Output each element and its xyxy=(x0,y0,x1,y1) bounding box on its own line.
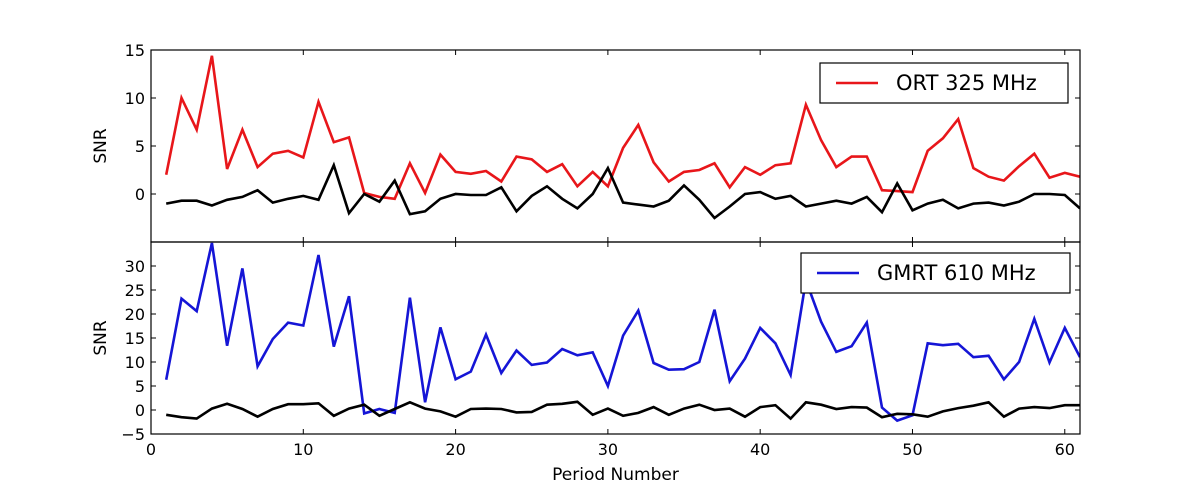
series-line-bottom xyxy=(164,242,1080,423)
legend-top: ORT 325 MHz xyxy=(819,62,1069,104)
x-axis-label: Period Number xyxy=(552,465,679,484)
x-tick-label: 10 xyxy=(293,440,313,459)
y-tick-label: 10 xyxy=(125,353,145,372)
x-tick-label: 40 xyxy=(750,440,770,459)
y-tick-label: 5 xyxy=(135,137,145,156)
y-axis-label: SNR xyxy=(91,128,111,164)
y-axis-label: SNR xyxy=(91,320,111,356)
y-tick-label: 10 xyxy=(125,89,145,108)
panel-top: 0 5 10 15 SNR ORT 325 MHz xyxy=(91,41,1081,243)
legend-bottom: GMRT 610 MHz xyxy=(800,252,1071,294)
x-tick-label: 60 xyxy=(1055,440,1075,459)
y-tick-label: 15 xyxy=(125,41,145,60)
noise-line-bottom xyxy=(165,400,1080,421)
x-tick-label: 20 xyxy=(445,440,465,459)
y-tick-label: 20 xyxy=(125,305,145,324)
x-tick-label: 50 xyxy=(902,440,922,459)
y-tick-label: 30 xyxy=(125,257,145,276)
legend-label: ORT 325 MHz xyxy=(896,71,1037,95)
y-tick-label: 0 xyxy=(135,401,145,420)
legend-label: GMRT 610 MHz xyxy=(877,261,1036,285)
x-tick-label: 0 xyxy=(146,440,156,459)
y-tick-label: −5 xyxy=(121,425,145,444)
y-tick-label: 15 xyxy=(125,329,145,348)
y-tick-label: 25 xyxy=(125,281,145,300)
x-tick-label: 30 xyxy=(598,440,618,459)
y-tick-label: 0 xyxy=(135,185,145,204)
y-tick-label: 5 xyxy=(135,377,145,396)
noise-line-top xyxy=(165,161,1080,220)
series-line-top xyxy=(164,55,1080,201)
